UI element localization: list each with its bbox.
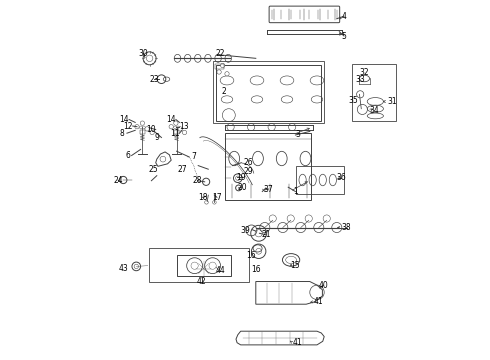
Circle shape xyxy=(174,126,176,129)
Text: 26: 26 xyxy=(243,158,253,167)
Text: 14: 14 xyxy=(167,115,176,124)
Text: 16: 16 xyxy=(246,251,256,260)
Text: 13: 13 xyxy=(179,122,189,131)
Text: 17: 17 xyxy=(212,193,222,202)
Bar xyxy=(176,255,231,276)
Text: 25: 25 xyxy=(148,165,158,174)
Circle shape xyxy=(217,70,221,74)
Circle shape xyxy=(174,121,178,125)
Text: 30: 30 xyxy=(139,49,148,58)
Text: 34: 34 xyxy=(369,107,379,116)
Text: 6: 6 xyxy=(125,151,130,160)
Text: 19: 19 xyxy=(237,173,246,182)
Circle shape xyxy=(169,125,173,129)
Text: 42: 42 xyxy=(197,277,207,286)
Text: 27: 27 xyxy=(177,165,187,174)
Text: 38: 38 xyxy=(342,223,351,232)
Bar xyxy=(174,130,179,134)
Text: 33: 33 xyxy=(355,76,365,85)
Circle shape xyxy=(145,127,149,131)
Text: 3: 3 xyxy=(296,130,301,139)
Text: 44: 44 xyxy=(216,266,225,275)
Text: 28: 28 xyxy=(193,176,202,185)
Circle shape xyxy=(140,121,145,125)
Bar xyxy=(225,133,311,200)
Bar xyxy=(351,64,396,121)
Bar xyxy=(213,61,324,123)
Bar xyxy=(140,130,145,134)
Text: 29: 29 xyxy=(244,166,253,176)
Text: 20: 20 xyxy=(237,183,247,192)
Circle shape xyxy=(182,130,187,135)
Text: 37: 37 xyxy=(264,185,273,194)
Text: 14: 14 xyxy=(120,115,129,124)
Text: 36: 36 xyxy=(337,173,346,182)
Text: 10: 10 xyxy=(146,125,155,134)
Text: 31: 31 xyxy=(388,97,397,106)
Text: 24: 24 xyxy=(114,176,123,185)
Text: 15: 15 xyxy=(290,261,299,270)
Text: 11: 11 xyxy=(170,129,179,138)
Circle shape xyxy=(225,72,229,76)
Circle shape xyxy=(150,130,154,135)
Text: 12: 12 xyxy=(123,122,133,131)
Text: 40: 40 xyxy=(318,281,328,289)
Text: 18: 18 xyxy=(198,193,207,202)
Text: 16: 16 xyxy=(251,266,261,275)
Circle shape xyxy=(140,126,143,129)
Text: 32: 32 xyxy=(359,68,368,77)
Text: 43: 43 xyxy=(119,264,128,273)
Text: 2: 2 xyxy=(221,87,226,96)
Text: 35: 35 xyxy=(348,96,358,105)
Circle shape xyxy=(176,126,179,129)
Circle shape xyxy=(143,126,145,129)
Text: 7: 7 xyxy=(192,153,196,162)
Text: 23: 23 xyxy=(149,75,159,84)
Text: 41: 41 xyxy=(293,338,302,347)
Bar xyxy=(148,248,248,282)
Bar xyxy=(216,65,320,121)
Text: 8: 8 xyxy=(120,129,124,138)
Text: 9: 9 xyxy=(154,133,159,142)
Text: 4: 4 xyxy=(342,12,346,21)
Text: 5: 5 xyxy=(342,32,346,41)
Text: 41: 41 xyxy=(314,297,323,306)
Circle shape xyxy=(178,127,182,131)
Circle shape xyxy=(220,63,225,68)
Text: 1: 1 xyxy=(293,187,298,196)
Bar xyxy=(216,64,224,69)
Text: 21: 21 xyxy=(261,230,270,239)
Bar xyxy=(296,166,344,194)
Circle shape xyxy=(135,125,139,129)
Text: 39: 39 xyxy=(240,226,250,235)
Text: 22: 22 xyxy=(215,49,224,58)
